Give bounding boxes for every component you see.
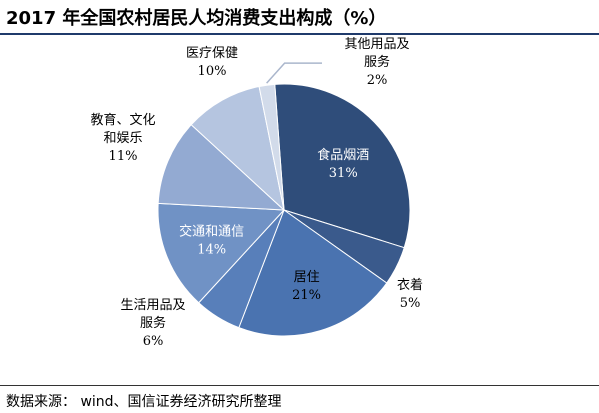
source-note: 数据来源： wind、国信证券经济研究所整理 [6,394,282,410]
pie-slice-5 [157,124,286,211]
source-rule [0,385,599,386]
slice-label-6: 医疗保健 10% [186,46,238,79]
slice-name-label: 居住 [294,270,320,285]
slice-name-label: 其他用品及 [344,37,409,52]
slice-name-label: 服务 [140,315,166,331]
pie-slice-0 [274,83,411,249]
pie-slice-6 [190,85,285,212]
slice-name-label: 生活用品及 [120,298,185,313]
slice-value-label: 5% [400,296,421,311]
slice-name-label: 衣着 [397,277,423,293]
slice-value-label: 21% [292,288,321,303]
pie-slice-4 [157,202,286,304]
slice-value-label: 10% [198,64,227,79]
slice-name-label: 服务 [364,54,390,70]
slice-value-label: 14% [197,243,226,258]
slice-name-label: 食品烟酒 [317,147,369,163]
title-rule [0,33,599,35]
pie-slice-2 [238,209,388,337]
chart-title: 2017 年全国农村居民人均消费支出构成（%） [6,8,387,29]
leader-line [266,62,322,84]
slice-value-label: 11% [109,149,138,164]
slice-name-label: 教育、文化 [90,112,155,128]
slice-name-label: 医疗保健 [186,46,238,61]
slice-value-label: 31% [329,166,358,181]
slice-value-label: 6% [143,334,164,349]
slice-label-2: 居住 21% [292,270,321,303]
slice-name-label: 交通和通信 [179,224,244,240]
slice-value-label: 2% [367,73,388,88]
slice-label-4: 交通和通信 14% [179,224,244,258]
slice-label-0: 食品烟酒 31% [317,147,369,181]
pie-slice-7 [258,83,285,211]
slice-label-1: 衣着 5% [397,277,423,311]
slice-name-label: 和娱乐 [103,131,142,146]
